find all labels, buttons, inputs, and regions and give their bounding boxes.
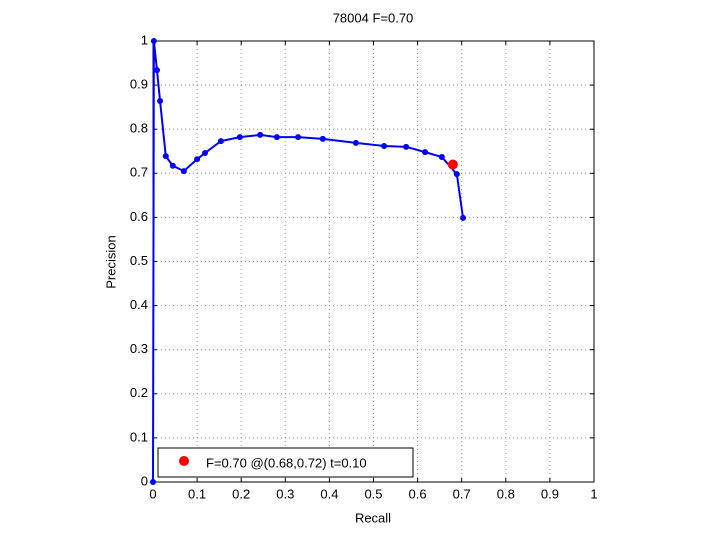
y-tick-label: 0 <box>141 473 148 488</box>
x-tick-label: 0 <box>149 486 156 501</box>
y-tick-label: 0.4 <box>130 297 148 312</box>
point <box>236 134 243 141</box>
point <box>257 131 264 138</box>
y-tick-label: 0.2 <box>130 385 148 400</box>
x-tick-label: 0.5 <box>364 486 382 501</box>
point <box>202 150 209 157</box>
point <box>352 139 359 146</box>
point <box>438 153 445 160</box>
x-tick-label: 0.4 <box>320 486 338 501</box>
x-tick-label: 0.9 <box>541 486 559 501</box>
x-tick-label: 0.2 <box>232 486 250 501</box>
y-tick-label: 0.1 <box>130 429 148 444</box>
point <box>180 168 187 175</box>
x-tick-label: 1 <box>590 486 597 501</box>
x-tick-label: 0.1 <box>188 486 206 501</box>
x-tick-label: 0.8 <box>497 486 515 501</box>
point <box>157 97 164 104</box>
legend-marker <box>179 456 189 466</box>
point <box>162 153 169 160</box>
point <box>453 171 460 178</box>
y-tick-label: 0.9 <box>130 77 148 92</box>
y-tick-label: 0.6 <box>130 209 148 224</box>
y-tick-label: 0.5 <box>130 253 148 268</box>
y-axis-label: Precision <box>103 235 118 288</box>
chart-title: 78004 F=0.70 <box>333 10 414 25</box>
point <box>460 214 467 221</box>
y-tick-label: 1 <box>141 32 148 47</box>
point <box>403 143 410 150</box>
x-axis-label: Recall <box>355 510 391 525</box>
point <box>169 162 176 169</box>
x-tick-label: 0.7 <box>453 486 471 501</box>
x-tick-label: 0.6 <box>409 486 427 501</box>
point <box>153 67 160 74</box>
best-point <box>447 159 458 170</box>
y-tick-label: 0.7 <box>130 165 148 180</box>
line <box>152 40 465 483</box>
point <box>194 156 201 163</box>
point <box>295 134 302 141</box>
y-tick-label: 0.3 <box>130 341 148 356</box>
point <box>422 149 429 156</box>
point <box>217 138 224 145</box>
point <box>273 134 280 141</box>
legend-label: F=0.70 @(0.68,0.72) t=0.10 <box>206 455 367 470</box>
point <box>150 38 157 44</box>
legend-box <box>157 447 414 478</box>
point <box>319 135 326 142</box>
point <box>150 479 156 485</box>
y-tick-label: 0.8 <box>130 121 148 136</box>
x-tick-label: 0.3 <box>276 486 294 501</box>
point <box>381 142 388 149</box>
